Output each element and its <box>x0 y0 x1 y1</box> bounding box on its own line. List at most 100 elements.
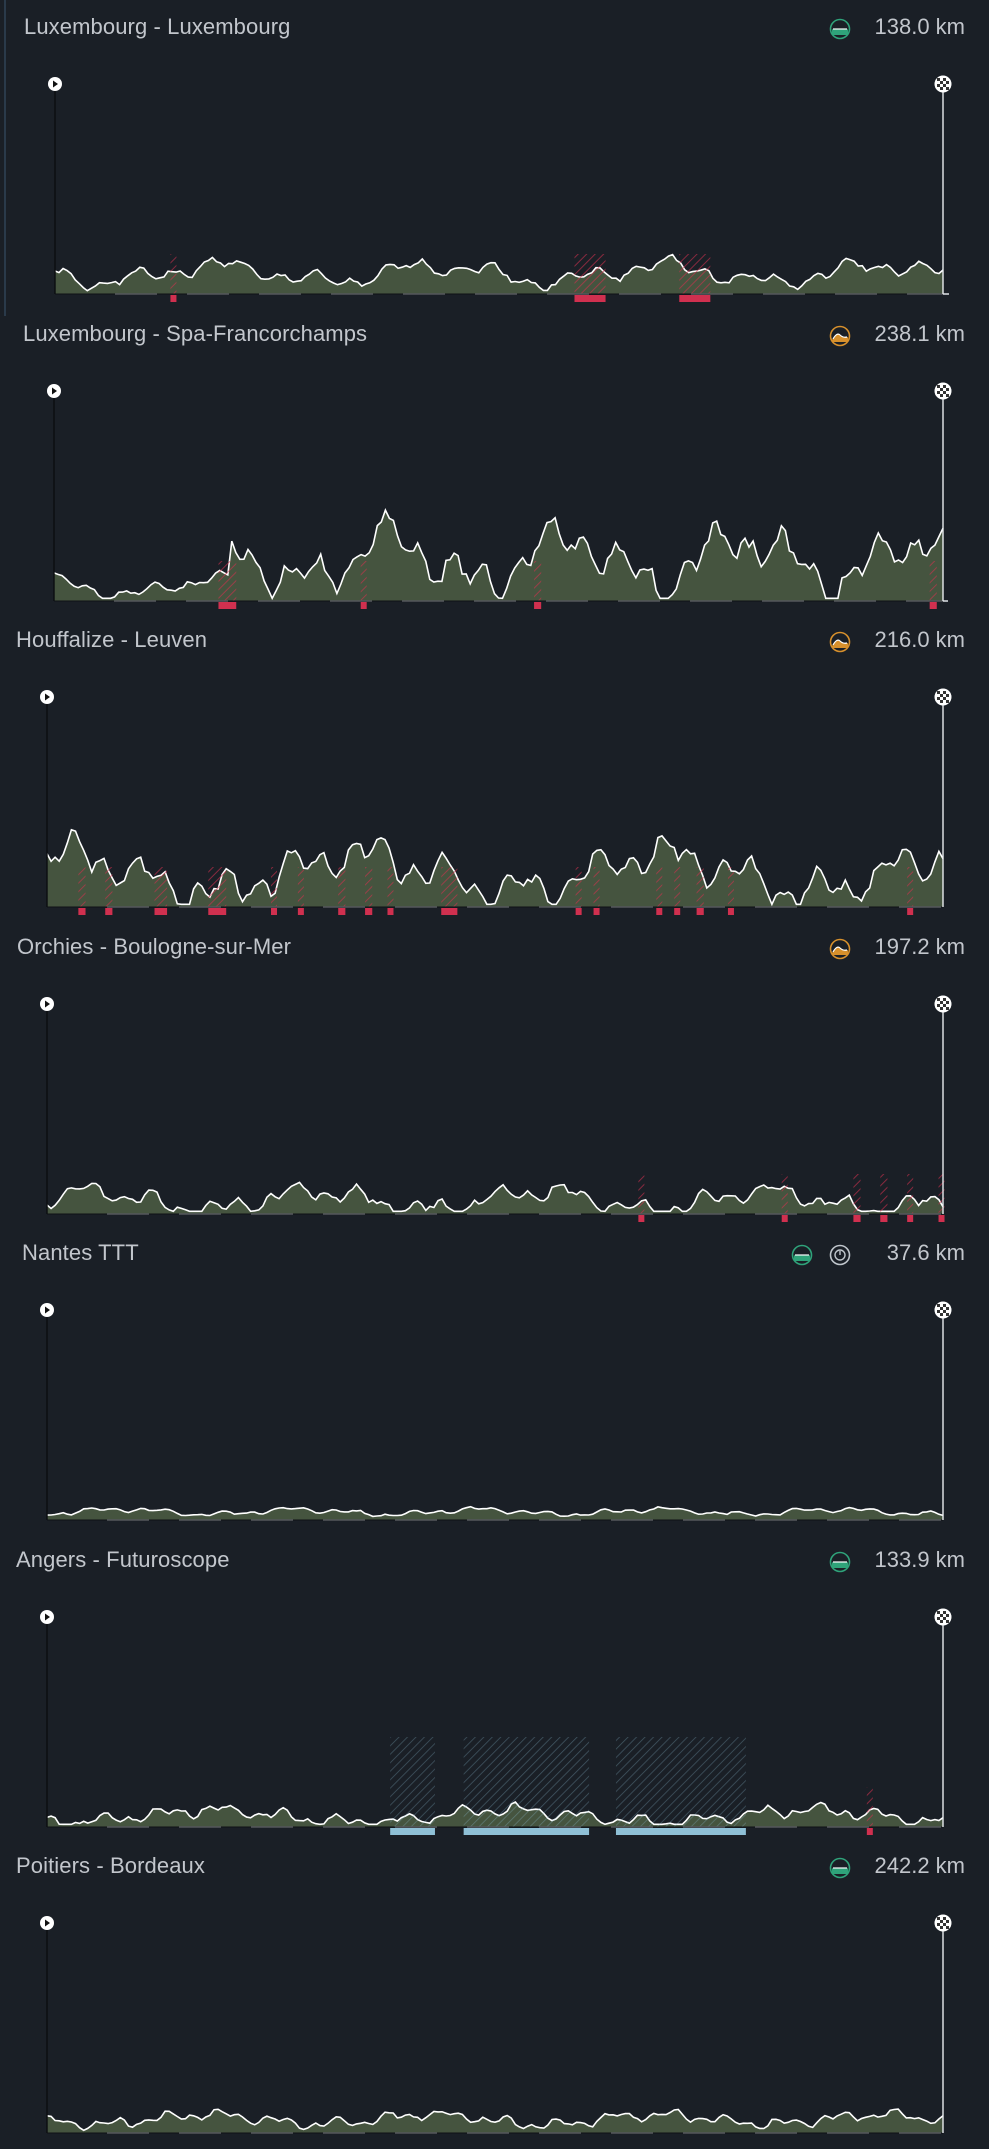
stage-distance: 216.0 km <box>874 627 966 652</box>
elevation-line <box>46 828 944 907</box>
climb-marker <box>574 295 606 302</box>
elevation-profile[interactable] <box>0 613 989 919</box>
climb-zone <box>297 867 304 907</box>
stage-card[interactable]: Poitiers - Bordeaux 242.2 km <box>0 1839 989 2145</box>
checkered-square <box>937 1611 940 1614</box>
checkered-square <box>940 87 943 90</box>
checkered-square <box>943 1923 946 1926</box>
climb-marker <box>575 908 582 915</box>
terrain-area <box>47 829 943 907</box>
checkered-square <box>946 700 949 703</box>
cobble-zone <box>463 1737 590 1827</box>
climb-zone <box>880 1174 888 1214</box>
climb-zone <box>154 867 168 907</box>
climb-marker <box>365 908 373 915</box>
checkered-square <box>946 1001 949 1004</box>
climb-zone <box>208 867 227 907</box>
climb-marker <box>853 1215 861 1222</box>
climb-marker <box>781 1215 788 1222</box>
climb-zone <box>365 867 373 907</box>
climb-zone <box>360 561 367 601</box>
checkered-square <box>946 87 949 90</box>
stage-distance: 37.6 km <box>886 1240 965 1265</box>
climb-zone <box>338 867 346 907</box>
climb-zone <box>853 1174 861 1214</box>
checkered-square <box>946 1620 949 1623</box>
elevation-profile[interactable] <box>0 1226 989 1532</box>
elevation-line <box>54 253 944 292</box>
climb-zone <box>866 1787 873 1827</box>
cobble-zone <box>615 1737 746 1827</box>
elevation-profile[interactable] <box>0 0 989 306</box>
checkered-square <box>940 1001 943 1004</box>
checkered-square <box>946 694 949 697</box>
climb-marker <box>297 908 304 915</box>
elevation-profile[interactable] <box>0 920 989 1226</box>
play-icon <box>45 693 50 701</box>
stage-title: Angers - Futuroscope <box>16 1547 230 1572</box>
climb-zone <box>575 867 582 907</box>
play-icon <box>45 1919 50 1927</box>
time-trial-icon <box>829 1244 851 1266</box>
play-icon <box>45 1613 50 1621</box>
elevation-profile[interactable] <box>0 307 989 613</box>
climb-marker <box>907 1215 914 1222</box>
climb-marker <box>105 908 113 915</box>
stage-card[interactable]: Nantes TTT 37.6 km <box>0 1226 989 1532</box>
climb-marker <box>929 602 937 609</box>
checkered-square <box>943 84 946 87</box>
checkered-square <box>937 998 940 1001</box>
checkered-square <box>943 1004 946 1007</box>
checkered-square <box>940 1926 943 1929</box>
checkered-square <box>937 1617 940 1620</box>
checkered-square <box>937 385 940 388</box>
play-icon <box>53 80 58 88</box>
elevation-profile[interactable] <box>0 1839 989 2145</box>
stage-card[interactable]: Orchies - Boulogne-sur-Mer 197.2 km <box>0 920 989 1226</box>
stage-title: Houffalize - Leuven <box>16 627 208 652</box>
checkered-square <box>946 1313 949 1316</box>
climb-zone <box>781 1174 788 1214</box>
climb-zone <box>727 867 734 907</box>
elevation-profile[interactable] <box>0 1533 989 1839</box>
hilly-stage-icon <box>829 631 851 653</box>
checkered-square <box>940 1920 943 1923</box>
checkered-square <box>946 1007 949 1010</box>
climb-zone <box>78 867 86 907</box>
climb-marker <box>938 1215 945 1222</box>
checkered-square <box>940 81 943 84</box>
climb-marker <box>441 908 458 915</box>
checkered-square <box>946 1920 949 1923</box>
elevation-line <box>53 508 944 601</box>
play-icon <box>45 1306 50 1314</box>
climb-marker <box>907 908 914 915</box>
checkered-square <box>937 84 940 87</box>
terrain-area <box>47 1506 943 1520</box>
play-icon <box>45 1000 50 1008</box>
stage-card[interactable]: Angers - Futuroscope 133.9 km <box>0 1533 989 1839</box>
checkered-square <box>937 1923 940 1926</box>
climb-zone <box>534 561 542 601</box>
stage-title: Nantes TTT <box>22 1240 139 1265</box>
checkered-square <box>940 394 943 397</box>
climb-marker <box>271 908 277 915</box>
flat-stage-icon <box>791 1244 813 1266</box>
checkered-square <box>940 1307 943 1310</box>
climb-marker <box>656 908 663 915</box>
stage-card[interactable]: Houffalize - Leuven 216.0 km <box>0 613 989 919</box>
climb-zone <box>907 867 914 907</box>
checkered-square <box>937 1917 940 1920</box>
climb-marker <box>208 908 227 915</box>
checkered-square <box>940 1313 943 1316</box>
stage-card[interactable]: Luxembourg - Luxembourg 138.0 km <box>0 0 989 306</box>
checkered-square <box>943 691 946 694</box>
stage-title: Poitiers - Bordeaux <box>16 1853 205 1878</box>
climb-zone <box>271 867 277 907</box>
stage-card[interactable]: Luxembourg - Spa-Francorchamps 238.1 km <box>0 307 989 613</box>
cobble-marker <box>615 1828 746 1835</box>
climb-zone <box>656 867 663 907</box>
checkered-square <box>937 691 940 694</box>
play-icon <box>52 387 57 395</box>
climb-marker <box>674 908 681 915</box>
